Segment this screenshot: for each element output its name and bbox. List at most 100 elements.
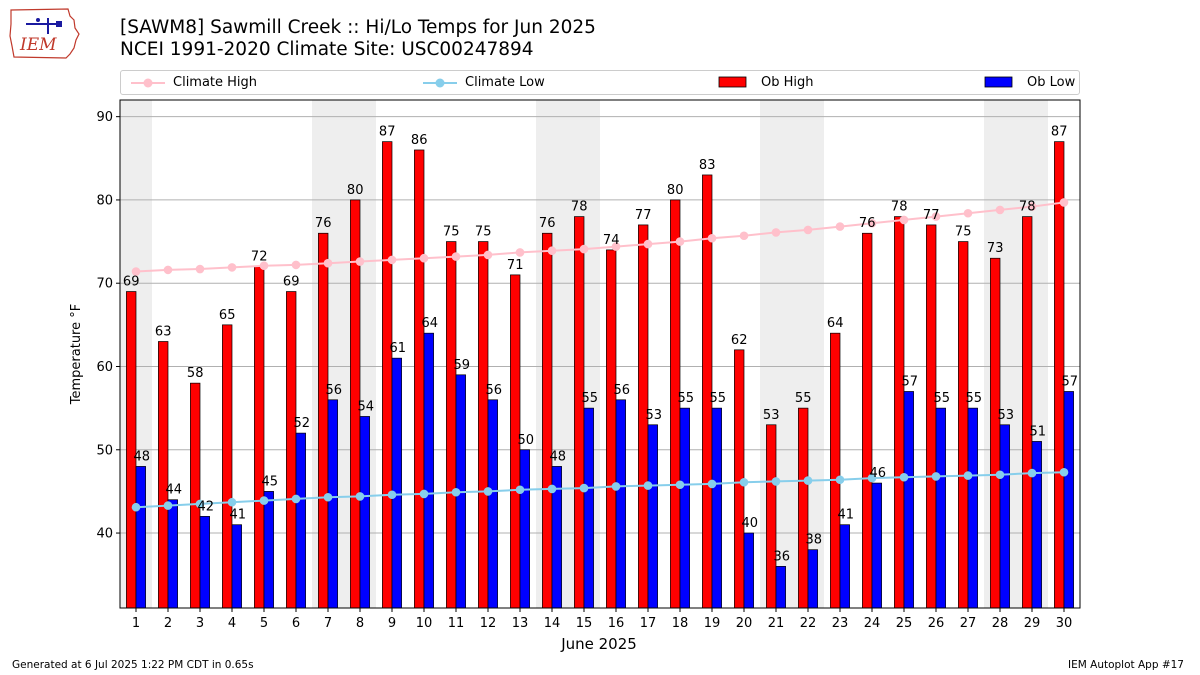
ob-high-label: 78 <box>1019 200 1036 215</box>
y-tick-label: 40 <box>96 527 113 542</box>
climate-low-point <box>387 490 397 500</box>
climate-high-point <box>323 258 333 268</box>
x-tick-label: 21 <box>768 616 785 631</box>
ob-low-bar <box>775 566 786 609</box>
ob-high-label: 64 <box>827 316 844 331</box>
ob-high-label: 53 <box>763 408 780 423</box>
ob-high-bar <box>446 241 457 609</box>
y-axis-label: Temperature °F <box>69 304 84 405</box>
ob-high-bar <box>254 266 265 609</box>
x-axis-label: June 2025 <box>560 635 637 653</box>
climate-high-point <box>515 248 525 257</box>
climate-high-point <box>387 255 397 265</box>
legend: Climate High Climate Low Ob High Ob Low <box>120 70 1080 95</box>
x-tick-label: 13 <box>512 616 529 631</box>
ob-high-label: 58 <box>187 366 204 381</box>
ob-low-bar <box>679 407 690 609</box>
logo-text: IEM <box>19 35 57 55</box>
climate-high-point <box>419 253 429 263</box>
ob-low-bar <box>935 407 946 609</box>
x-tick-label: 10 <box>416 616 433 631</box>
ob-high-label: 87 <box>379 125 396 140</box>
ob-high-label: 77 <box>923 208 940 223</box>
x-tick-label: 1 <box>132 616 140 631</box>
chart-title: [SAWM8] Sawmill Creek :: Hi/Lo Temps for… <box>120 17 596 38</box>
ob-low-label: 53 <box>998 408 1015 423</box>
ob-low-bar <box>743 532 754 609</box>
climate-high-point <box>259 261 269 271</box>
ob-low-bar <box>839 524 850 609</box>
climate-low-point <box>995 470 1005 480</box>
x-tick-label: 19 <box>704 616 721 631</box>
ob-low-bar <box>231 524 242 609</box>
ob-low-bar <box>359 416 370 609</box>
ob-low-bar <box>1063 391 1074 609</box>
climate-low-point <box>867 473 877 483</box>
x-tick-label: 6 <box>292 616 300 631</box>
ob-high-bar <box>158 341 169 609</box>
ob-low-bar <box>423 332 434 609</box>
ob-high-label: 86 <box>411 133 428 148</box>
climate-high-point <box>611 242 621 251</box>
x-tick-label: 29 <box>1024 616 1041 631</box>
climate-low-point <box>579 483 589 493</box>
ob-low-label: 54 <box>358 399 375 414</box>
ob-high-label: 62 <box>731 333 748 348</box>
ob-high-label: 83 <box>699 158 716 173</box>
climate-low-point <box>739 477 749 487</box>
climate-high-point <box>899 215 909 225</box>
climate-low-point <box>291 494 301 504</box>
climate-high-point <box>643 239 653 249</box>
climate-low-point <box>131 502 141 512</box>
climate-high-point <box>355 257 365 266</box>
ob-low-label: 36 <box>774 549 791 564</box>
ob-low-label: 38 <box>806 533 823 548</box>
ob-low-bar <box>167 499 178 609</box>
ob-low-bar <box>871 482 882 609</box>
y-tick-label: 70 <box>96 277 113 292</box>
y-tick-label: 90 <box>96 110 113 125</box>
ob-low-label: 41 <box>230 508 247 523</box>
climate-high-line <box>135 201 1065 273</box>
ob-high-bar <box>766 424 777 609</box>
climate-high-point <box>931 212 941 221</box>
ob-low-label: 56 <box>326 383 343 398</box>
iem-logo: IEM <box>9 8 80 59</box>
climate-low-point <box>483 487 493 496</box>
y-tick-label: 80 <box>96 193 113 208</box>
ob-low-label: 55 <box>966 391 983 406</box>
ob-low-label: 44 <box>166 483 183 498</box>
ob-high-bar <box>574 216 585 609</box>
climate-high-point <box>771 228 781 237</box>
climate-high-point <box>547 246 557 256</box>
climate-low-point <box>771 477 781 486</box>
plot-frame <box>119 99 1081 609</box>
ob-high-bar <box>414 149 425 609</box>
x-tick-label: 28 <box>992 616 1009 631</box>
ob-high-bar <box>958 241 969 609</box>
ob-high-label: 80 <box>347 183 364 198</box>
climate-high-point <box>675 237 685 246</box>
ob-low-bar <box>903 391 914 609</box>
ob-low-bar <box>199 516 210 609</box>
ob-high-label: 74 <box>603 233 620 248</box>
x-tick-label: 20 <box>736 616 753 631</box>
climate-low-point <box>899 472 909 482</box>
ob-low-bar <box>263 491 274 609</box>
climate-high-point <box>1059 198 1069 207</box>
climate-low-point <box>707 479 717 489</box>
climate-high-point <box>803 225 813 235</box>
climate-low-point <box>323 492 333 502</box>
climate-low-point <box>963 471 973 480</box>
climate-high-point <box>739 231 749 241</box>
x-tick-label: 30 <box>1056 616 1073 631</box>
ob-high-bar <box>222 324 233 609</box>
ob-low-label: 59 <box>454 358 471 373</box>
ob-high-label: 78 <box>571 200 588 215</box>
ob-low-label: 41 <box>838 508 855 523</box>
climate-high-point <box>1027 202 1037 211</box>
ob-high-label: 80 <box>667 183 684 198</box>
ob-high-label: 76 <box>315 216 332 231</box>
ob-low-label: 50 <box>518 433 535 448</box>
x-tick-label: 12 <box>480 616 497 631</box>
